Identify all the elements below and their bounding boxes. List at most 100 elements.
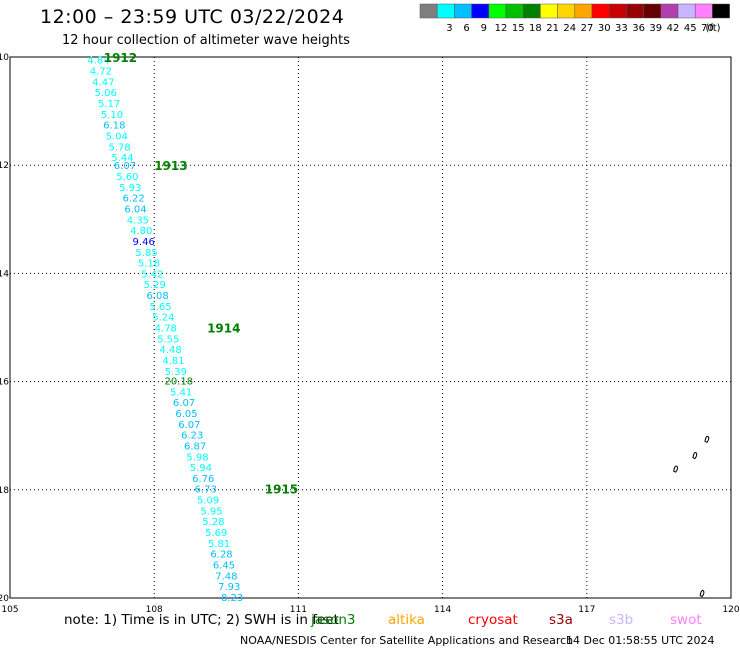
legend-tick-label: 45 (684, 23, 697, 34)
wave-height-label: 4.47 (92, 77, 114, 88)
legend-tick-label: 12 (495, 23, 508, 34)
wave-height-label: 4.72 (90, 67, 112, 78)
wave-height-label: 5.18 (138, 259, 160, 270)
legend-tick-label: 15 (512, 23, 525, 34)
wave-height-label: 5.24 (152, 313, 174, 324)
satellite-s3a: s3a (549, 612, 573, 628)
wave-height-label: 6.07 (114, 161, 136, 172)
wave-height-label: 9.46 (133, 237, 155, 248)
longitude-tick-label: 117 (578, 605, 595, 615)
legend-tick-label: 18 (529, 23, 542, 34)
wave-height-label: 5.04 (106, 131, 128, 142)
wave-height-label: 8.23 (221, 593, 243, 604)
legend-tick-label: 3 (446, 23, 452, 34)
wave-height-label: 4.48 (159, 345, 181, 356)
island-outline (692, 452, 698, 460)
legend-tick-label: 70 (701, 23, 714, 34)
legend-tick-label: 21 (546, 23, 559, 34)
wave-height-label: 5.98 (186, 452, 208, 463)
wave-height-map: 105 108 111 114 117 120 -10 -12 -14 -16 -18 -20 4.84… (0, 51, 740, 615)
wave-height-label: 5.17 (98, 99, 120, 110)
wave-height-label: 5.42 (141, 269, 163, 280)
wave-height-label: 5.41 (170, 387, 192, 398)
satellite-s3b: s3b (609, 612, 634, 628)
wave-height-label: 5.28 (202, 517, 224, 528)
page-subtitle: 12 hour collection of altimeter wave hei… (62, 33, 350, 48)
latitude-tick-label: -16 (0, 378, 9, 388)
wave-height-label: 6.73 (195, 485, 217, 496)
generated-timestamp: 14 Dec 01:58:55 UTC 2024 (566, 634, 715, 647)
wave-height-label: 6.07 (173, 398, 195, 409)
wave-height-label: 20.18 (164, 377, 193, 388)
legend-tick-label: 30 (598, 23, 611, 34)
longitude-tick-label: 114 (434, 605, 451, 615)
legend-tick-label: 42 (667, 23, 680, 34)
wave-height-label: 5.29 (144, 280, 166, 291)
wave-height-label: 5.93 (119, 183, 141, 194)
legend-tick-label: 9 (481, 23, 487, 34)
wave-height-label: 7.93 (218, 582, 240, 593)
wave-height-label: 5.69 (205, 528, 227, 539)
wave-height-label: 7.48 (215, 571, 237, 582)
island-outline (699, 589, 705, 598)
page-title: 12:00 – 23:59 UTC 03/22/2024 (40, 6, 345, 28)
wave-height-label: 5.44 (111, 153, 133, 164)
footnote: note: 1) Time is in UTC; 2) SWH is in fe… (64, 612, 339, 628)
wave-height-label: 6.45 (213, 560, 235, 571)
satellite-jason3: jason3 (311, 612, 356, 628)
map-frame (9, 56, 732, 599)
wave-height-label: 5.85 (135, 248, 157, 259)
color-legend: 3 6 9 12 15 18 21 24 27 30 33 36 39 42 45 70(ft) (419, 3, 730, 34)
satellite-cryosat: cryosat (468, 612, 518, 628)
longitude-tick-label: 105 (1, 605, 18, 615)
wave-height-label: 4.80 (130, 226, 152, 237)
wave-height-label: 5.10 (101, 110, 123, 121)
pass-time-label: 1912 (104, 51, 137, 65)
wave-height-label: 5.39 (165, 367, 187, 378)
wave-height-label: 5.09 (197, 496, 219, 507)
longitude-tick-label: 111 (290, 605, 307, 615)
wave-height-label: 5.06 (95, 88, 117, 99)
legend-swatch (712, 3, 730, 19)
pass-time-label: 1915 (265, 483, 298, 497)
wave-height-label: 6.07 (178, 420, 200, 431)
wave-height-label: 6.22 (122, 194, 144, 205)
latitude-tick-label: -12 (0, 161, 9, 171)
wave-height-label: 6.28 (210, 550, 232, 561)
pass-time-label: 1914 (207, 322, 240, 336)
wave-height-label: 5.94 (190, 463, 212, 474)
wave-height-label: 6.08 (146, 291, 168, 302)
longitude-tick-label: 120 (722, 605, 739, 615)
satellite-swot: swot (670, 612, 702, 628)
wave-height-label: 4.84 (87, 56, 109, 67)
latitude-tick-label: -14 (0, 269, 9, 279)
latitude-tick-label: -18 (0, 486, 9, 496)
latitude-tick-label: -20 (0, 594, 9, 604)
wave-height-label: 6.76 (192, 474, 214, 485)
wave-height-label: 6.23 (181, 431, 203, 442)
wave-height-label: 5.55 (157, 334, 179, 345)
legend-tick-label: 33 (615, 23, 628, 34)
wave-height-label: 4.81 (162, 356, 184, 367)
legend-unit: (ft) (706, 23, 721, 34)
wave-height-label: 5.81 (208, 539, 230, 550)
legend-tick-label: 27 (581, 23, 594, 34)
legend-tick-label: 36 (632, 23, 645, 34)
satellite-altika: altika (388, 612, 425, 628)
island-outline (673, 465, 679, 473)
wave-height-label: 4.35 (127, 215, 149, 226)
wave-height-label: 4.78 (155, 324, 177, 335)
wave-height-label: 6.05 (175, 409, 197, 420)
wave-height-label: 5.95 (200, 506, 222, 517)
legend-tick-label: 6 (463, 23, 469, 34)
wave-height-label: 6.04 (124, 204, 146, 215)
island-outline (704, 435, 710, 444)
wave-height-label: 6.18 (103, 121, 125, 132)
wave-height-label: 5.78 (109, 142, 131, 153)
latitude-tick-label: -10 (0, 53, 9, 63)
longitude-tick-label: 108 (146, 605, 163, 615)
credit-line: NOAA/NESDIS Center for Satellite Applica… (240, 634, 574, 647)
wave-height-label: 5.60 (116, 172, 138, 183)
legend-tick-label: 24 (563, 23, 576, 34)
